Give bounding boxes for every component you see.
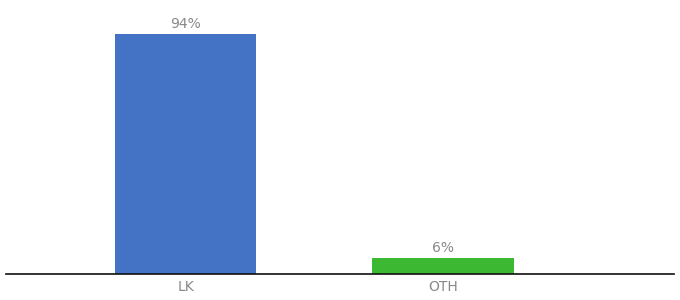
Text: 6%: 6%	[432, 241, 454, 255]
Text: 94%: 94%	[170, 16, 201, 31]
Bar	[372, 258, 513, 274]
Bar	[115, 34, 256, 274]
